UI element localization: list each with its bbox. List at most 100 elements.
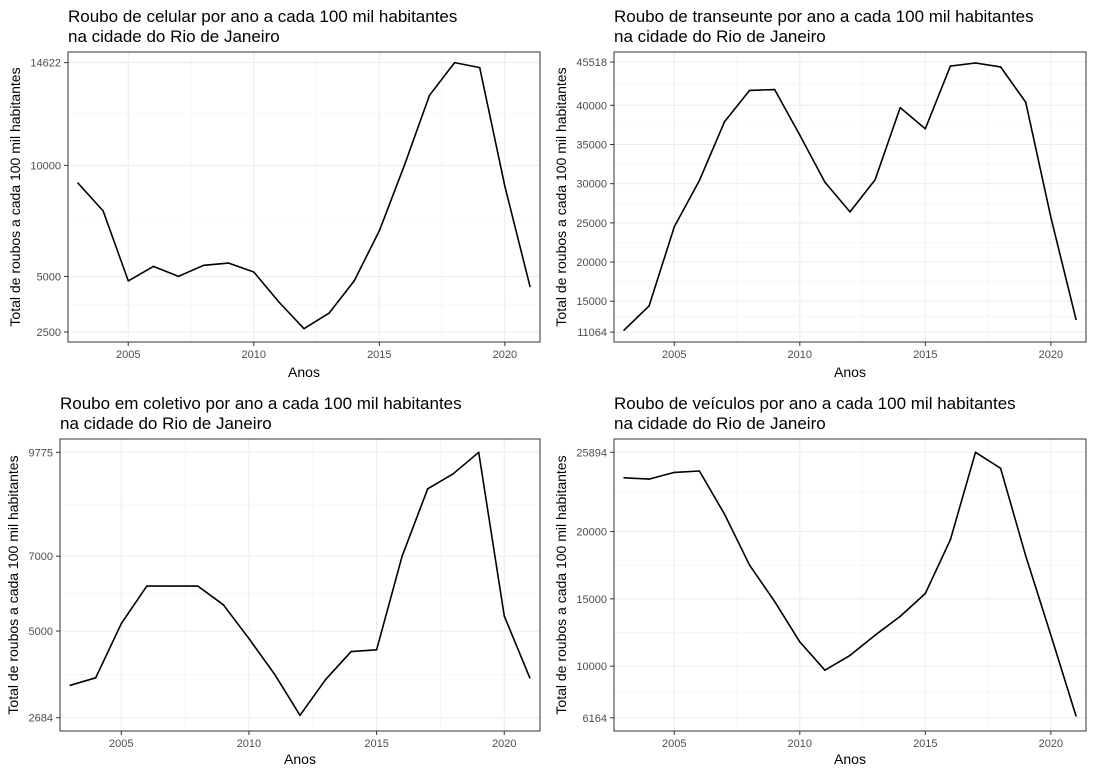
data-point	[949, 65, 952, 67]
x-tick-label: 2020	[492, 738, 516, 750]
series-line	[69, 451, 531, 717]
data-point	[102, 210, 104, 212]
data-point	[248, 637, 250, 640]
data-point	[899, 615, 902, 618]
data-point	[227, 262, 230, 264]
chart-title-line: na cidade do Rio de Janeiro	[60, 414, 272, 433]
chart-title-line: na cidade do Rio de Janeiro	[68, 27, 280, 46]
y-tick-label: 5000	[37, 271, 61, 283]
y-tick-label: 15000	[576, 594, 607, 606]
data-point	[648, 478, 650, 480]
panel-border	[59, 438, 541, 732]
y-tick-label: 2684	[29, 713, 53, 725]
data-point	[1050, 634, 1052, 636]
data-point	[278, 301, 280, 303]
data-point	[478, 66, 481, 69]
x-tick-label: 2005	[662, 349, 686, 361]
data-point	[924, 592, 927, 595]
chart-title-line: Roubo de celular por ano a cada 100 mil …	[68, 7, 457, 26]
data-point	[673, 225, 676, 228]
x-tick-label: 2010	[788, 738, 812, 750]
chart-panel-4: Roubo de veículos por ano a cada 100 mil…	[553, 394, 1087, 767]
data-point	[974, 62, 977, 64]
data-point	[353, 280, 356, 282]
data-point	[773, 88, 776, 91]
data-point	[528, 677, 531, 679]
data-point	[477, 451, 480, 454]
x-axis-label: Anos	[284, 751, 316, 767]
data-point	[94, 677, 97, 679]
x-tick-label: 2015	[913, 349, 937, 361]
data-point	[623, 329, 625, 332]
data-point	[824, 669, 826, 671]
y-tick-label: 40000	[576, 100, 607, 112]
data-point	[127, 280, 130, 282]
x-tick-label: 2010	[788, 349, 812, 361]
data-point	[328, 312, 330, 314]
data-point	[798, 134, 801, 136]
panel-border	[613, 51, 1087, 343]
chart-title-line: na cidade do Rio de Janeiro	[614, 414, 826, 433]
data-point	[152, 265, 155, 268]
x-axis-label: Anos	[834, 364, 866, 380]
data-point	[303, 327, 305, 330]
x-axis-label: Anos	[834, 751, 866, 767]
x-tick-label: 2005	[109, 738, 133, 750]
data-point	[648, 305, 650, 307]
data-point	[698, 179, 701, 182]
y-tick-label: 7000	[29, 551, 53, 563]
y-tick-label: 25000	[576, 218, 607, 230]
data-point	[1075, 715, 1077, 717]
data-point	[949, 538, 952, 541]
data-point	[673, 471, 676, 474]
x-tick-label: 2010	[237, 738, 261, 750]
data-point	[874, 634, 876, 636]
data-point	[403, 164, 406, 167]
y-tick-label: 45518	[576, 57, 607, 69]
data-point	[849, 654, 851, 657]
y-tick-label: 15000	[576, 296, 607, 308]
y-tick-label: 20000	[576, 527, 607, 539]
y-axis-label: Total de roubos a cada 100 mil habitante…	[553, 455, 569, 714]
data-point	[874, 178, 876, 181]
y-axis-label: Total de roubos a cada 100 mil habitante…	[553, 67, 569, 326]
chart-title-line: na cidade do Rio de Janeiro	[614, 27, 826, 46]
data-point	[503, 615, 506, 617]
y-tick-label: 9775	[29, 447, 53, 459]
data-point	[69, 684, 72, 687]
data-point	[197, 585, 199, 587]
chart-title-line: Roubo de transeunte por ano a cada 100 m…	[614, 7, 1034, 26]
x-axis-label: Anos	[288, 364, 320, 380]
data-point	[1024, 555, 1027, 557]
data-point	[177, 275, 180, 278]
data-point	[426, 487, 429, 490]
data-point	[924, 128, 927, 130]
chart-title-line: Roubo de veículos por ano a cada 100 mil…	[614, 394, 1016, 413]
y-tick-label: 25894	[576, 447, 607, 459]
data-point	[623, 476, 625, 479]
data-point	[723, 120, 726, 123]
x-tick-label: 2020	[493, 349, 517, 361]
data-point	[723, 513, 726, 515]
data-point	[171, 585, 174, 587]
y-tick-label: 10000	[30, 160, 61, 172]
series-line	[77, 61, 531, 330]
chart-panel-2: Roubo de transeunte por ano a cada 100 m…	[553, 7, 1087, 380]
data-point	[773, 600, 776, 603]
data-point	[299, 714, 301, 717]
y-tick-label: 10000	[576, 661, 607, 673]
data-point	[452, 473, 454, 475]
data-point	[748, 89, 751, 92]
data-point	[222, 604, 225, 606]
data-point	[1024, 101, 1027, 103]
data-point	[899, 106, 902, 109]
data-point	[798, 641, 801, 643]
y-axis-label: Total de roubos a cada 100 mil habitante…	[5, 455, 21, 714]
data-point	[273, 673, 276, 675]
x-tick-label: 2010	[242, 349, 266, 361]
x-tick-label: 2015	[364, 738, 388, 750]
data-point	[202, 264, 205, 267]
data-point	[375, 648, 378, 651]
y-tick-label: 6164	[583, 713, 607, 725]
